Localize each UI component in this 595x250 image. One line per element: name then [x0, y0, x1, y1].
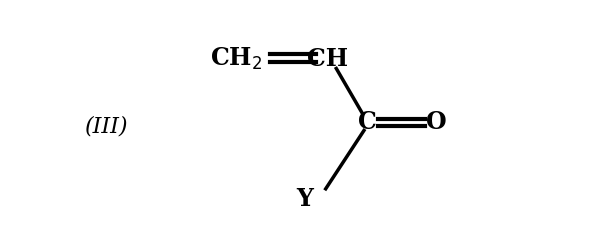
Text: Y: Y	[296, 188, 314, 212]
Text: CH: CH	[308, 47, 349, 71]
Text: (III): (III)	[85, 115, 129, 137]
Text: C: C	[358, 110, 377, 134]
Text: O: O	[426, 110, 447, 134]
Text: CH$_2$: CH$_2$	[209, 46, 262, 72]
